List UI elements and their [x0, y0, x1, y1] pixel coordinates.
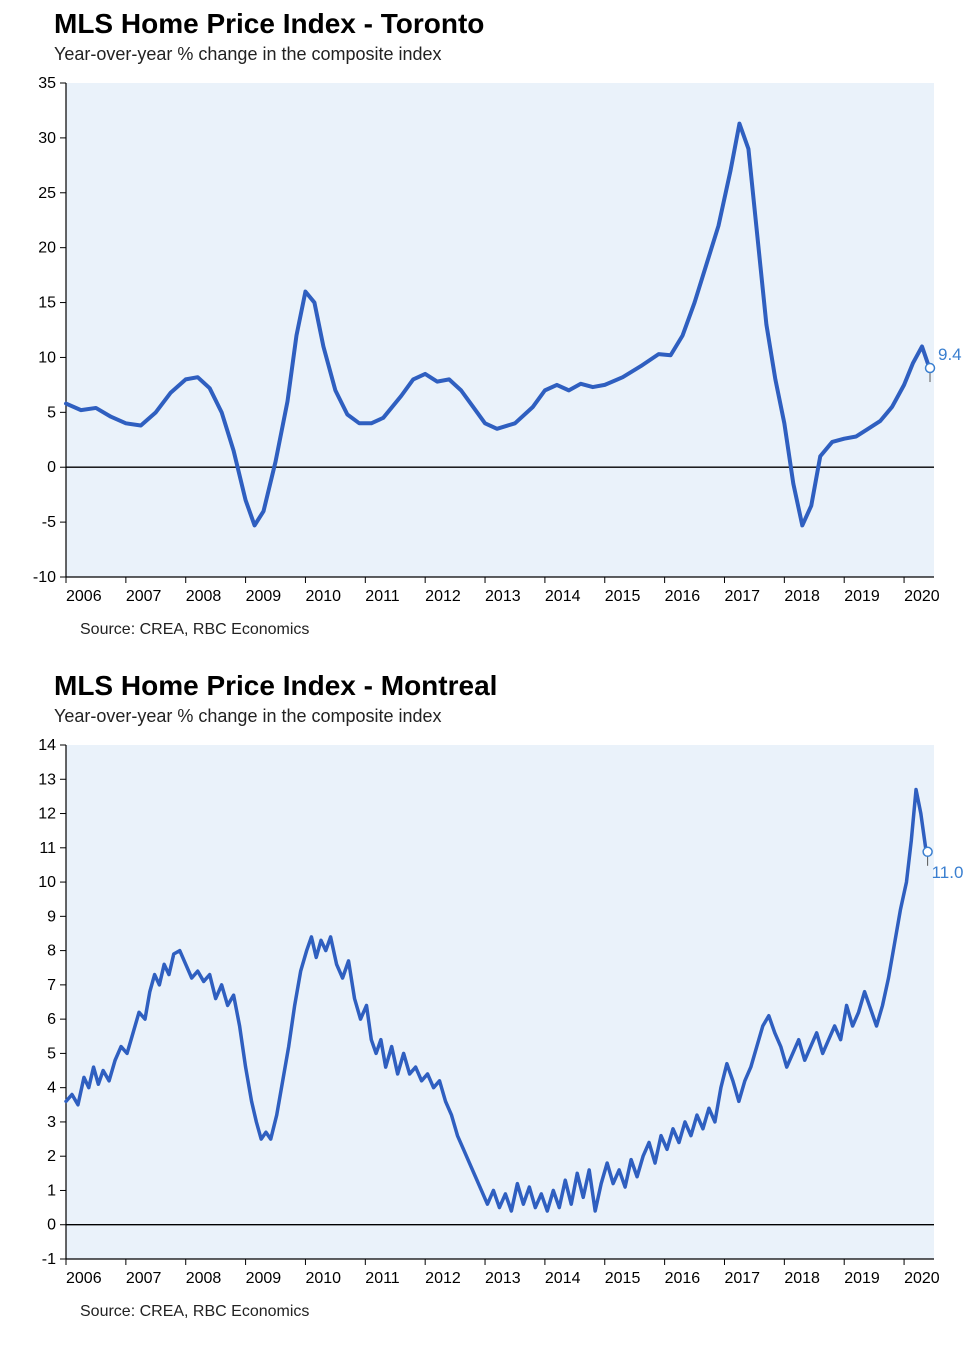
svg-text:5: 5 — [47, 1045, 56, 1062]
svg-text:10: 10 — [38, 349, 56, 366]
svg-text:13: 13 — [38, 771, 56, 788]
svg-text:2017: 2017 — [724, 588, 760, 605]
svg-text:3: 3 — [47, 1114, 56, 1131]
svg-text:4: 4 — [47, 1080, 56, 1097]
svg-text:2019: 2019 — [844, 1270, 880, 1287]
svg-text:2010: 2010 — [305, 1270, 341, 1287]
svg-text:2020: 2020 — [904, 588, 940, 605]
svg-text:6: 6 — [47, 1011, 56, 1028]
svg-text:2011: 2011 — [365, 588, 400, 605]
chart2-source: Source: CREA, RBC Economics — [80, 1303, 980, 1321]
svg-text:2009: 2009 — [246, 1270, 282, 1287]
svg-text:2008: 2008 — [186, 588, 222, 605]
svg-text:2011: 2011 — [365, 1270, 400, 1287]
chart1-title: MLS Home Price Index - Toronto — [54, 8, 980, 40]
chart1-source: Source: CREA, RBC Economics — [80, 621, 980, 639]
svg-text:9.4: 9.4 — [938, 345, 962, 364]
svg-text:2: 2 — [47, 1148, 56, 1165]
svg-text:2014: 2014 — [545, 1270, 581, 1287]
svg-text:15: 15 — [38, 295, 56, 312]
svg-text:2013: 2013 — [485, 588, 521, 605]
chart1-plot: -10 -5 0 5 10 15 20 25 30 35 2006 2007 2008 2009 2010 2… — [10, 71, 970, 611]
svg-text:2015: 2015 — [605, 588, 641, 605]
chart1-subtitle: Year-over-year % change in the composite… — [54, 44, 980, 65]
svg-text:2018: 2018 — [784, 1270, 820, 1287]
svg-text:2009: 2009 — [246, 588, 282, 605]
svg-text:5: 5 — [47, 404, 56, 421]
svg-text:2006: 2006 — [66, 1270, 102, 1287]
svg-text:14: 14 — [38, 737, 56, 754]
svg-text:25: 25 — [38, 185, 56, 202]
svg-text:2018: 2018 — [784, 588, 820, 605]
svg-text:11: 11 — [39, 840, 56, 857]
svg-text:10: 10 — [38, 874, 56, 891]
svg-text:8: 8 — [47, 943, 56, 960]
svg-text:11.0: 11.0 — [932, 863, 964, 882]
svg-text:2014: 2014 — [545, 588, 581, 605]
svg-text:2007: 2007 — [126, 1270, 162, 1287]
svg-text:2019: 2019 — [844, 588, 880, 605]
svg-text:2012: 2012 — [425, 1270, 461, 1287]
chart2-title: MLS Home Price Index - Montreal — [54, 670, 980, 702]
chart2-plot: -101234567891011121314200620072008200920… — [10, 733, 970, 1293]
svg-text:2006: 2006 — [66, 588, 102, 605]
svg-text:1: 1 — [47, 1182, 56, 1199]
svg-text:2010: 2010 — [305, 588, 341, 605]
svg-text:20: 20 — [38, 240, 56, 257]
svg-text:2016: 2016 — [665, 588, 701, 605]
svg-text:12: 12 — [38, 806, 56, 823]
svg-text:-10: -10 — [33, 569, 56, 586]
svg-text:0: 0 — [47, 459, 56, 476]
svg-text:9: 9 — [47, 908, 56, 925]
svg-text:7: 7 — [47, 977, 56, 994]
chart2-subtitle: Year-over-year % change in the composite… — [54, 706, 980, 727]
svg-text:-1: -1 — [42, 1251, 56, 1268]
svg-text:2017: 2017 — [724, 1270, 760, 1287]
svg-text:2008: 2008 — [186, 1270, 222, 1287]
svg-text:2012: 2012 — [425, 588, 461, 605]
svg-text:0: 0 — [47, 1217, 56, 1234]
svg-text:2013: 2013 — [485, 1270, 521, 1287]
svg-text:30: 30 — [38, 130, 56, 147]
svg-text:2015: 2015 — [605, 1270, 641, 1287]
svg-text:2007: 2007 — [126, 588, 162, 605]
svg-text:-5: -5 — [42, 514, 56, 531]
svg-text:35: 35 — [38, 75, 56, 92]
svg-text:2016: 2016 — [665, 1270, 701, 1287]
svg-text:2020: 2020 — [904, 1270, 940, 1287]
